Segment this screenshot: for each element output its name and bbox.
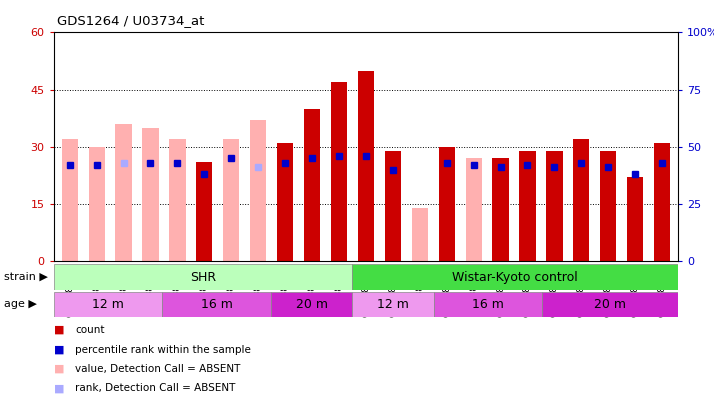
Bar [412,208,428,261]
Text: 20 m: 20 m [296,298,328,311]
Bar [331,82,347,261]
Bar [250,120,266,261]
Bar [304,109,320,261]
Bar [61,139,78,261]
Text: 20 m: 20 m [594,298,626,311]
FancyBboxPatch shape [543,292,678,317]
Text: 16 m: 16 m [472,298,504,311]
Bar [277,143,293,261]
Bar [385,151,401,261]
Bar [142,128,159,261]
FancyBboxPatch shape [434,292,543,317]
Text: 12 m: 12 m [92,298,124,311]
FancyBboxPatch shape [54,264,352,290]
Bar [627,177,643,261]
Text: value, Detection Call = ABSENT: value, Detection Call = ABSENT [75,364,241,374]
Text: strain ▶: strain ▶ [4,272,47,282]
Text: ■: ■ [54,345,64,354]
Bar [519,151,536,261]
Text: ■: ■ [54,384,64,393]
Text: 12 m: 12 m [377,298,409,311]
Bar [546,151,563,261]
Bar [600,151,616,261]
Text: count: count [75,325,104,335]
Bar [89,147,105,261]
Bar [223,139,239,261]
Text: ■: ■ [54,364,64,374]
FancyBboxPatch shape [54,292,162,317]
Text: SHR: SHR [190,271,216,284]
FancyBboxPatch shape [352,264,678,290]
Bar [654,143,670,261]
FancyBboxPatch shape [352,292,434,317]
Bar [116,124,131,261]
Bar [169,139,186,261]
Bar [438,147,455,261]
Text: 16 m: 16 m [201,298,233,311]
FancyBboxPatch shape [271,292,352,317]
Bar [196,162,213,261]
Text: GDS1264 / U03734_at: GDS1264 / U03734_at [57,14,204,27]
Bar [493,158,508,261]
Text: percentile rank within the sample: percentile rank within the sample [75,345,251,354]
Text: Wistar-Kyoto control: Wistar-Kyoto control [453,271,578,284]
Bar [573,139,590,261]
FancyBboxPatch shape [162,292,271,317]
Text: age ▶: age ▶ [4,299,36,309]
Bar [466,158,482,261]
Text: ■: ■ [54,325,64,335]
Bar [358,70,374,261]
Text: rank, Detection Call = ABSENT: rank, Detection Call = ABSENT [75,384,236,393]
